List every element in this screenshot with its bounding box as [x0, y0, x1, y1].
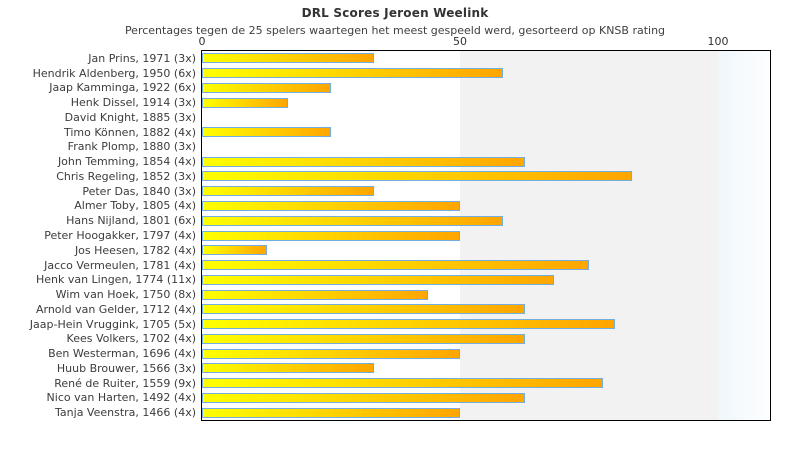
score-bar	[202, 97, 288, 108]
player-label: Jaap-Hein Vruggink, 1705 (5x)	[29, 317, 196, 331]
player-label: Ben Westerman, 1696 (4x)	[48, 347, 196, 361]
score-bar	[202, 230, 460, 241]
score-bar	[202, 363, 374, 374]
score-bar	[202, 53, 374, 64]
band-over-100	[718, 51, 770, 420]
x-axis-tick-label-100: 100	[707, 35, 729, 48]
player-label: Henk Dissel, 1914 (3x)	[70, 96, 196, 110]
player-label: Peter Das, 1840 (3x)	[82, 184, 196, 198]
player-label: Timo Können, 1882 (4x)	[63, 125, 196, 139]
score-bar	[202, 260, 589, 271]
score-bar	[202, 186, 374, 197]
score-bar	[202, 200, 460, 211]
score-bar	[202, 348, 460, 359]
player-label: John Temming, 1854 (4x)	[57, 155, 196, 169]
score-bar	[202, 156, 525, 167]
player-label: Chris Regeling, 1852 (3x)	[56, 169, 196, 183]
chart-title: DRL Scores Jeroen Weelink	[301, 6, 489, 20]
score-bar	[202, 407, 460, 418]
score-bar	[202, 378, 603, 389]
score-bar	[202, 274, 554, 285]
plot-area	[201, 50, 771, 421]
chart-subtitle: Percentages tegen de 25 spelers waartege…	[124, 24, 666, 37]
player-label: Kees Volkers, 1702 (4x)	[66, 332, 196, 346]
player-label: Tanja Veenstra, 1466 (4x)	[55, 406, 196, 420]
score-bar	[202, 333, 525, 344]
player-label: Wim van Hoek, 1750 (8x)	[55, 288, 196, 302]
player-label: Jan Prins, 1971 (3x)	[88, 51, 196, 65]
score-bar	[202, 127, 331, 138]
score-bar	[202, 68, 503, 79]
player-label: Hans Nijland, 1801 (6x)	[66, 214, 196, 228]
score-bar	[202, 171, 632, 182]
player-label: Hendrik Aldenberg, 1950 (6x)	[32, 66, 196, 80]
player-label: Frank Plomp, 1880 (3x)	[67, 140, 196, 154]
score-bar	[202, 215, 503, 226]
score-bar	[202, 82, 331, 93]
player-label: Henk van Lingen, 1774 (11x)	[35, 273, 196, 287]
score-bar	[202, 392, 525, 403]
score-bar	[202, 304, 525, 315]
player-label: Jacco Vermeulen, 1781 (4x)	[44, 258, 196, 272]
player-label: Jos Heesen, 1782 (4x)	[74, 243, 196, 257]
player-label: Arnold van Gelder, 1712 (4x)	[35, 302, 196, 316]
x-axis-tick-label-50: 50	[453, 35, 467, 48]
player-label: René de Ruiter, 1559 (9x)	[54, 376, 196, 390]
player-label: Huub Brouwer, 1566 (3x)	[56, 361, 196, 375]
player-label: Nico van Harten, 1492 (4x)	[46, 391, 196, 405]
band-50-to-100	[460, 51, 718, 420]
x-axis-tick-label-0: 0	[198, 35, 206, 48]
score-bar	[202, 319, 615, 330]
score-bar	[202, 289, 428, 300]
player-label: Peter Hoogakker, 1797 (4x)	[44, 229, 196, 242]
score-bar	[202, 245, 267, 256]
player-label: Almer Toby, 1805 (4x)	[74, 199, 196, 213]
player-label: Jaap Kamminga, 1922 (6x)	[49, 81, 196, 95]
player-label: David Knight, 1885 (3x)	[64, 110, 196, 124]
